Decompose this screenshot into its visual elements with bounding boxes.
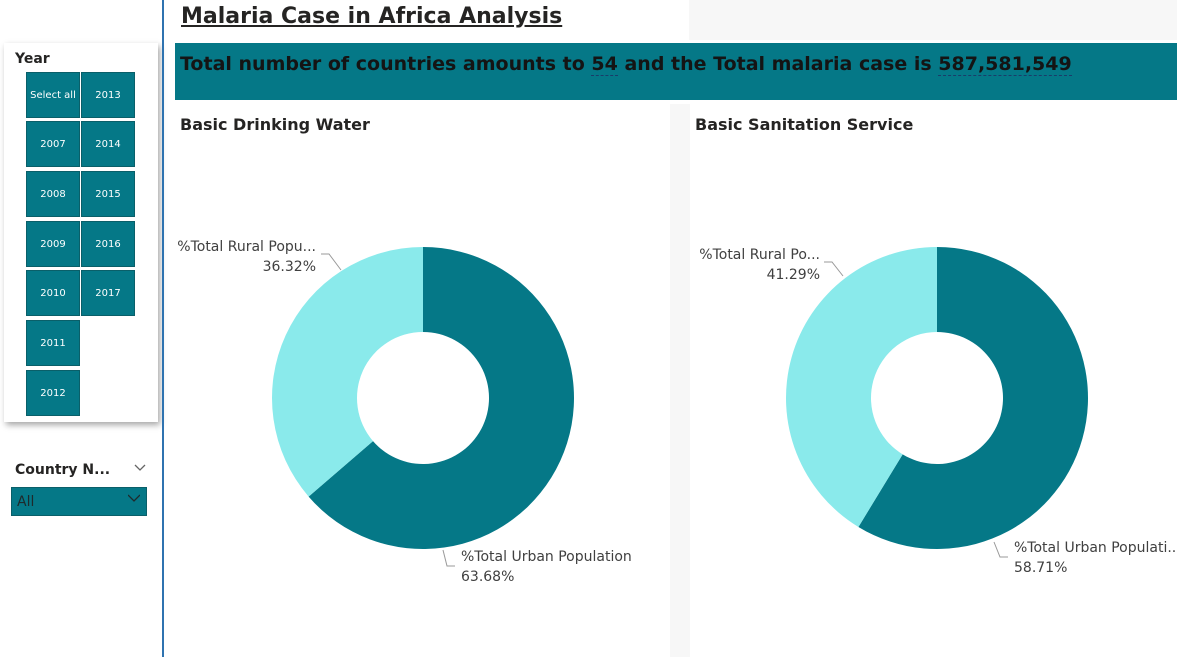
page-title: Malaria Case in Africa Analysis (181, 4, 563, 29)
country-dropdown[interactable]: All (11, 487, 147, 516)
slice-value-label: 58.71% (1014, 560, 1067, 576)
leader-line (442, 549, 455, 567)
country-slicer: Country N... All (10, 458, 150, 520)
card-gutter (670, 104, 690, 657)
slice-category-label: %Total Urban Population (461, 549, 632, 565)
summary-text: Total number of countries amounts to 54 … (180, 53, 1072, 76)
slice-value-label: 63.68% (461, 569, 514, 585)
donut-slice-urban[interactable] (858, 247, 1088, 549)
drinking-water-card: Basic Drinking Water %Total Rural Popu..… (175, 104, 670, 657)
sanitation-donut-chart: %Total Rural Po... 41.29% %Total Urban Pop… (699, 247, 1177, 576)
chevron-down-icon[interactable] (134, 461, 146, 473)
year-slicer-title: Year (15, 51, 50, 67)
year-option-2017[interactable]: 2017 (81, 270, 135, 316)
year-option-2011[interactable]: 2011 (26, 320, 80, 366)
pane-divider (162, 0, 164, 657)
sanitation-title: Basic Sanitation Service (695, 115, 914, 134)
year-option-2009[interactable]: 2009 (26, 221, 80, 267)
country-count: 54 (591, 53, 618, 76)
dropdown-arrow-icon (128, 494, 140, 502)
filter-pane: Year Select all 2007 2008 2009 2010 2011… (0, 0, 162, 657)
year-option-2014[interactable]: 2014 (81, 121, 135, 167)
leader-line (824, 261, 844, 277)
drinking-water-title: Basic Drinking Water (180, 115, 370, 134)
donut-slice-urban[interactable] (308, 247, 574, 549)
summary-banner: Total number of countries amounts to 54 … (175, 43, 1177, 100)
slice-category-label: %Total Rural Po... (699, 247, 820, 263)
country-dropdown-value: All (17, 494, 35, 510)
donut-slice-rural[interactable] (785, 247, 937, 527)
slice-category-label: %Total Urban Populati... (1014, 540, 1177, 556)
slice-value-label: 36.32% (263, 259, 316, 275)
header-background (689, 0, 1177, 40)
total-malaria-cases: 587,581,549 (938, 53, 1072, 76)
year-option-select-all[interactable]: Select all (26, 72, 80, 118)
donut-slice-rural[interactable] (272, 247, 423, 497)
leader-line (993, 541, 1008, 558)
slice-category-label: %Total Rural Popu... (177, 239, 316, 255)
country-slicer-title: Country N... (15, 462, 111, 478)
summary-prefix: Total number of countries amounts to (180, 53, 592, 75)
drinking-water-donut-chart: %Total Rural Popu... 36.32% %Total Urban P… (177, 239, 632, 585)
title-card: Malaria Case in Africa Analysis (175, 0, 689, 40)
year-option-2012[interactable]: 2012 (26, 370, 80, 416)
sanitation-card: Basic Sanitation Service %Total Rural Po… (690, 104, 1177, 657)
year-option-2013[interactable]: 2013 (81, 72, 135, 118)
year-slicer: Year Select all 2007 2008 2009 2010 2011… (4, 43, 158, 422)
slice-value-label: 41.29% (767, 267, 820, 283)
year-option-2016[interactable]: 2016 (81, 221, 135, 267)
summary-middle: and the Total malaria case is (617, 53, 939, 75)
leader-line (321, 253, 342, 271)
year-option-2010[interactable]: 2010 (26, 270, 80, 316)
year-option-2015[interactable]: 2015 (81, 171, 135, 217)
year-option-2008[interactable]: 2008 (26, 171, 80, 217)
year-option-2007[interactable]: 2007 (26, 121, 80, 167)
